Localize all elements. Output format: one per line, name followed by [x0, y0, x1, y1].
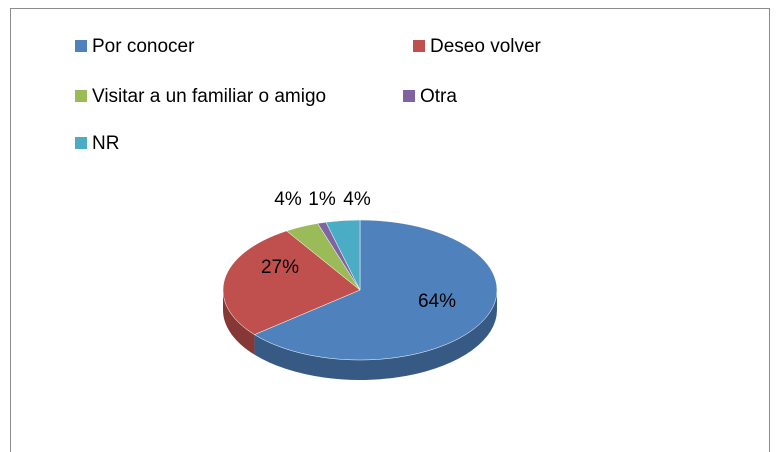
legend-swatch — [403, 90, 415, 102]
slice — [253, 219, 498, 361]
data-label: 4% — [274, 189, 302, 210]
data-label: 4% — [343, 189, 371, 210]
data-label: 27% — [261, 257, 299, 278]
legend-label: Visitar a un familiar o amigo — [92, 86, 326, 107]
legend-swatch — [75, 90, 87, 102]
legend-swatch — [75, 137, 87, 149]
legend-swatch — [413, 40, 425, 52]
data-label: 1% — [308, 189, 336, 210]
slice-side — [254, 290, 497, 381]
data-label: 64% — [418, 291, 456, 312]
slice-side — [223, 290, 255, 355]
slice — [222, 230, 361, 335]
legend-label: NR — [92, 133, 119, 154]
legend-swatch — [75, 40, 87, 52]
slice — [325, 219, 361, 291]
legend-label: Otra — [420, 86, 457, 107]
legend-label: Por conocer — [92, 36, 195, 57]
legend-label: Deseo volver — [430, 36, 542, 57]
